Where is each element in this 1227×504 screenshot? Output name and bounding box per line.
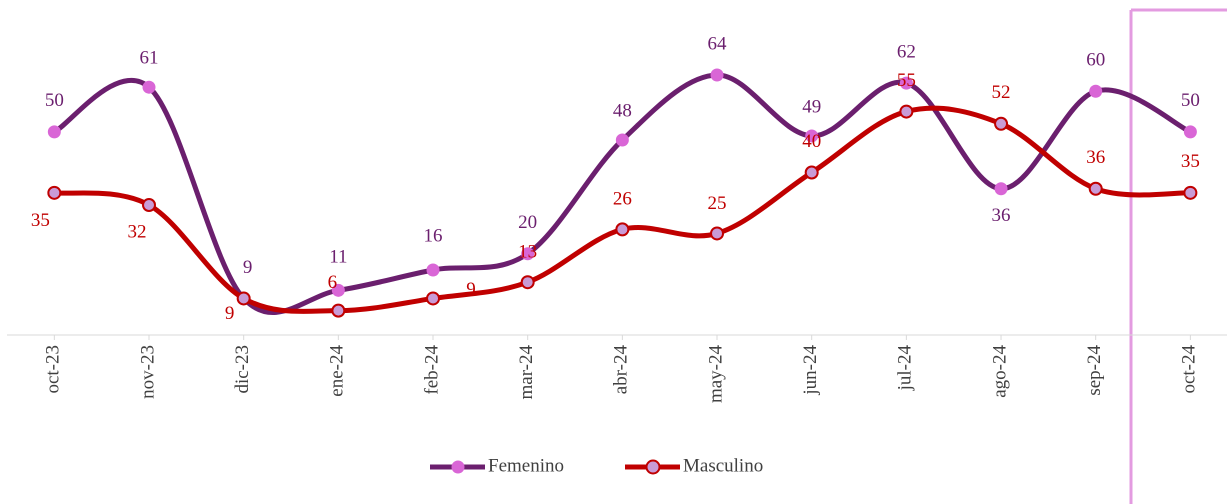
marker: [520, 275, 535, 290]
x-tick-label: jul-24: [895, 345, 916, 392]
marker: [47, 185, 62, 200]
x-tick-label: ene-24: [327, 345, 348, 397]
marker: [1089, 84, 1103, 98]
marker: [1183, 185, 1198, 200]
data-label: 40: [802, 131, 821, 152]
marker: [236, 291, 251, 306]
marker: [1183, 125, 1197, 139]
legend-label: Masculino: [683, 455, 763, 476]
marker: [994, 182, 1008, 196]
x-tick-label: oct-23: [43, 345, 64, 394]
data-label: 9: [466, 279, 476, 300]
data-label: 35: [1181, 151, 1200, 172]
data-label: 50: [45, 90, 64, 111]
data-label: 49: [802, 96, 821, 117]
data-label: 36: [1086, 147, 1105, 168]
x-tick-label: dic-23: [232, 345, 253, 394]
legend-label: Femenino: [488, 455, 564, 476]
legend-marker: [451, 460, 465, 474]
x-tick-label: nov-23: [137, 345, 158, 399]
data-label: 55: [897, 70, 916, 91]
marker: [47, 125, 61, 139]
data-label: 25: [708, 193, 727, 214]
data-label: 60: [1086, 50, 1105, 71]
marker: [331, 303, 346, 318]
data-label: 32: [128, 221, 147, 242]
legend-marker: [645, 459, 661, 475]
x-tick-label: may-24: [705, 345, 726, 404]
x-tick-label: jun-24: [800, 345, 821, 396]
marker: [615, 133, 629, 147]
marker: [142, 80, 156, 94]
data-label: 48: [613, 100, 632, 121]
data-label: 9: [225, 303, 235, 324]
data-label: 13: [518, 242, 537, 263]
data-label: 61: [140, 48, 159, 69]
marker: [426, 263, 440, 277]
x-tick-label: abr-24: [611, 345, 632, 395]
marker: [1088, 181, 1103, 196]
data-label: 6: [328, 272, 338, 293]
data-label: 62: [897, 41, 916, 62]
marker: [710, 226, 725, 241]
data-label: 9: [243, 257, 253, 278]
marker: [426, 291, 441, 306]
data-label: 50: [1181, 90, 1200, 111]
data-label: 64: [708, 33, 728, 54]
x-tick-label: mar-24: [516, 345, 537, 400]
marker: [899, 76, 913, 90]
data-label: 35: [31, 210, 50, 231]
data-label: 20: [518, 212, 537, 233]
marker: [710, 68, 724, 82]
marker: [615, 222, 630, 237]
x-tick-label: feb-24: [421, 345, 442, 395]
data-label: 52: [992, 82, 1011, 103]
marker: [805, 129, 819, 143]
marker: [521, 247, 535, 261]
x-tick-label: sep-24: [1084, 345, 1105, 396]
marker: [142, 198, 157, 212]
data-label: 16: [424, 225, 443, 246]
marker: [994, 116, 1009, 131]
data-label: 36: [992, 205, 1011, 226]
marker: [331, 283, 345, 297]
marker: [899, 104, 914, 119]
data-label: 11: [329, 247, 347, 268]
x-tick-label: ago-24: [989, 345, 1010, 398]
x-tick-label: oct-24: [1179, 345, 1200, 394]
data-label: 26: [613, 189, 632, 210]
marker: [804, 165, 819, 180]
